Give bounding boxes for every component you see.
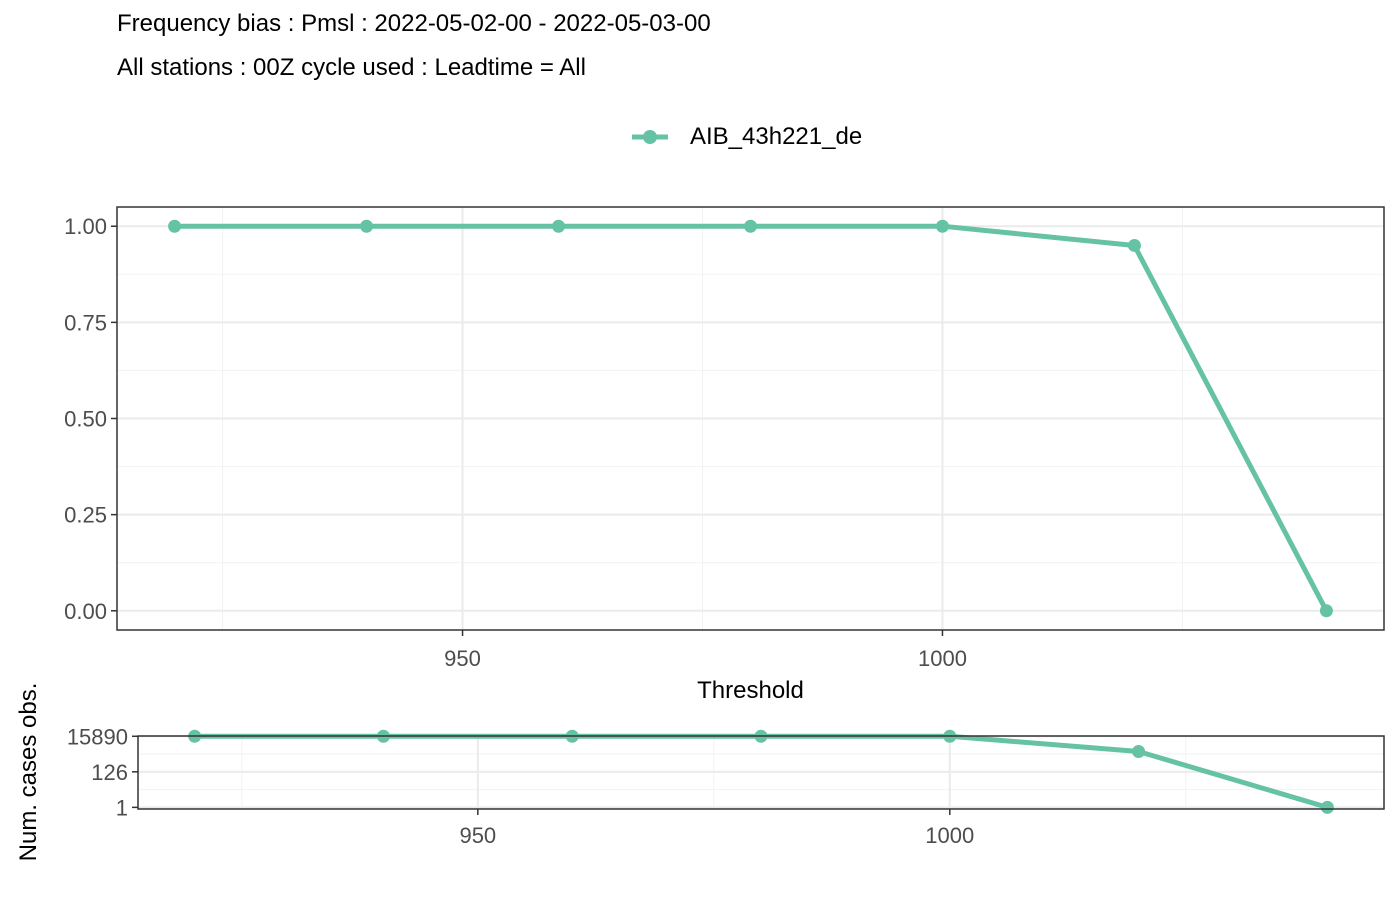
data-point: [360, 219, 374, 233]
chart-title-line-1: Frequency bias : Pmsl : 2022-05-02-00 - …: [117, 10, 711, 37]
y-tick-label: 0.50: [64, 407, 107, 432]
y-tick-label: 0.75: [64, 310, 107, 335]
main-panel: 950 1000 0.00 0.25 0.50 0.75 1.00: [64, 206, 1385, 671]
counts-panel: 950 1000 1 126 15890: [67, 724, 1385, 848]
x-tick-label: 950: [444, 646, 481, 671]
y-tick-label: 15890: [67, 724, 128, 749]
data-point: [1132, 745, 1146, 759]
data-point: [1320, 800, 1334, 814]
y-tick-label: 0.25: [64, 503, 107, 528]
data-point: [744, 219, 757, 233]
x-tick-label: 1000: [925, 823, 974, 848]
x-axis-title: Threshold: [697, 677, 804, 704]
data-point: [1127, 238, 1141, 252]
data-point: [935, 219, 949, 233]
legend: AIB_43h221_de: [628, 122, 862, 152]
y-tick-label: 0.00: [64, 599, 107, 624]
legend-key-line-icon: [628, 122, 672, 152]
x-tick-label: 950: [459, 823, 496, 848]
chart-title-line-2: All stations : 00Z cycle used : Leadtime…: [117, 54, 586, 81]
data-point: [552, 219, 566, 233]
data-point: [168, 219, 182, 233]
legend-label: AIB_43h221_de: [690, 123, 863, 150]
x-tick-label: 1000: [918, 646, 967, 671]
y-tick-label: 1.00: [64, 214, 107, 239]
data-point: [1319, 604, 1333, 618]
y-axis-title-counts: Num. cases obs.: [15, 683, 42, 862]
y-tick-label: 1: [116, 795, 128, 820]
y-tick-label: 126: [91, 760, 128, 785]
